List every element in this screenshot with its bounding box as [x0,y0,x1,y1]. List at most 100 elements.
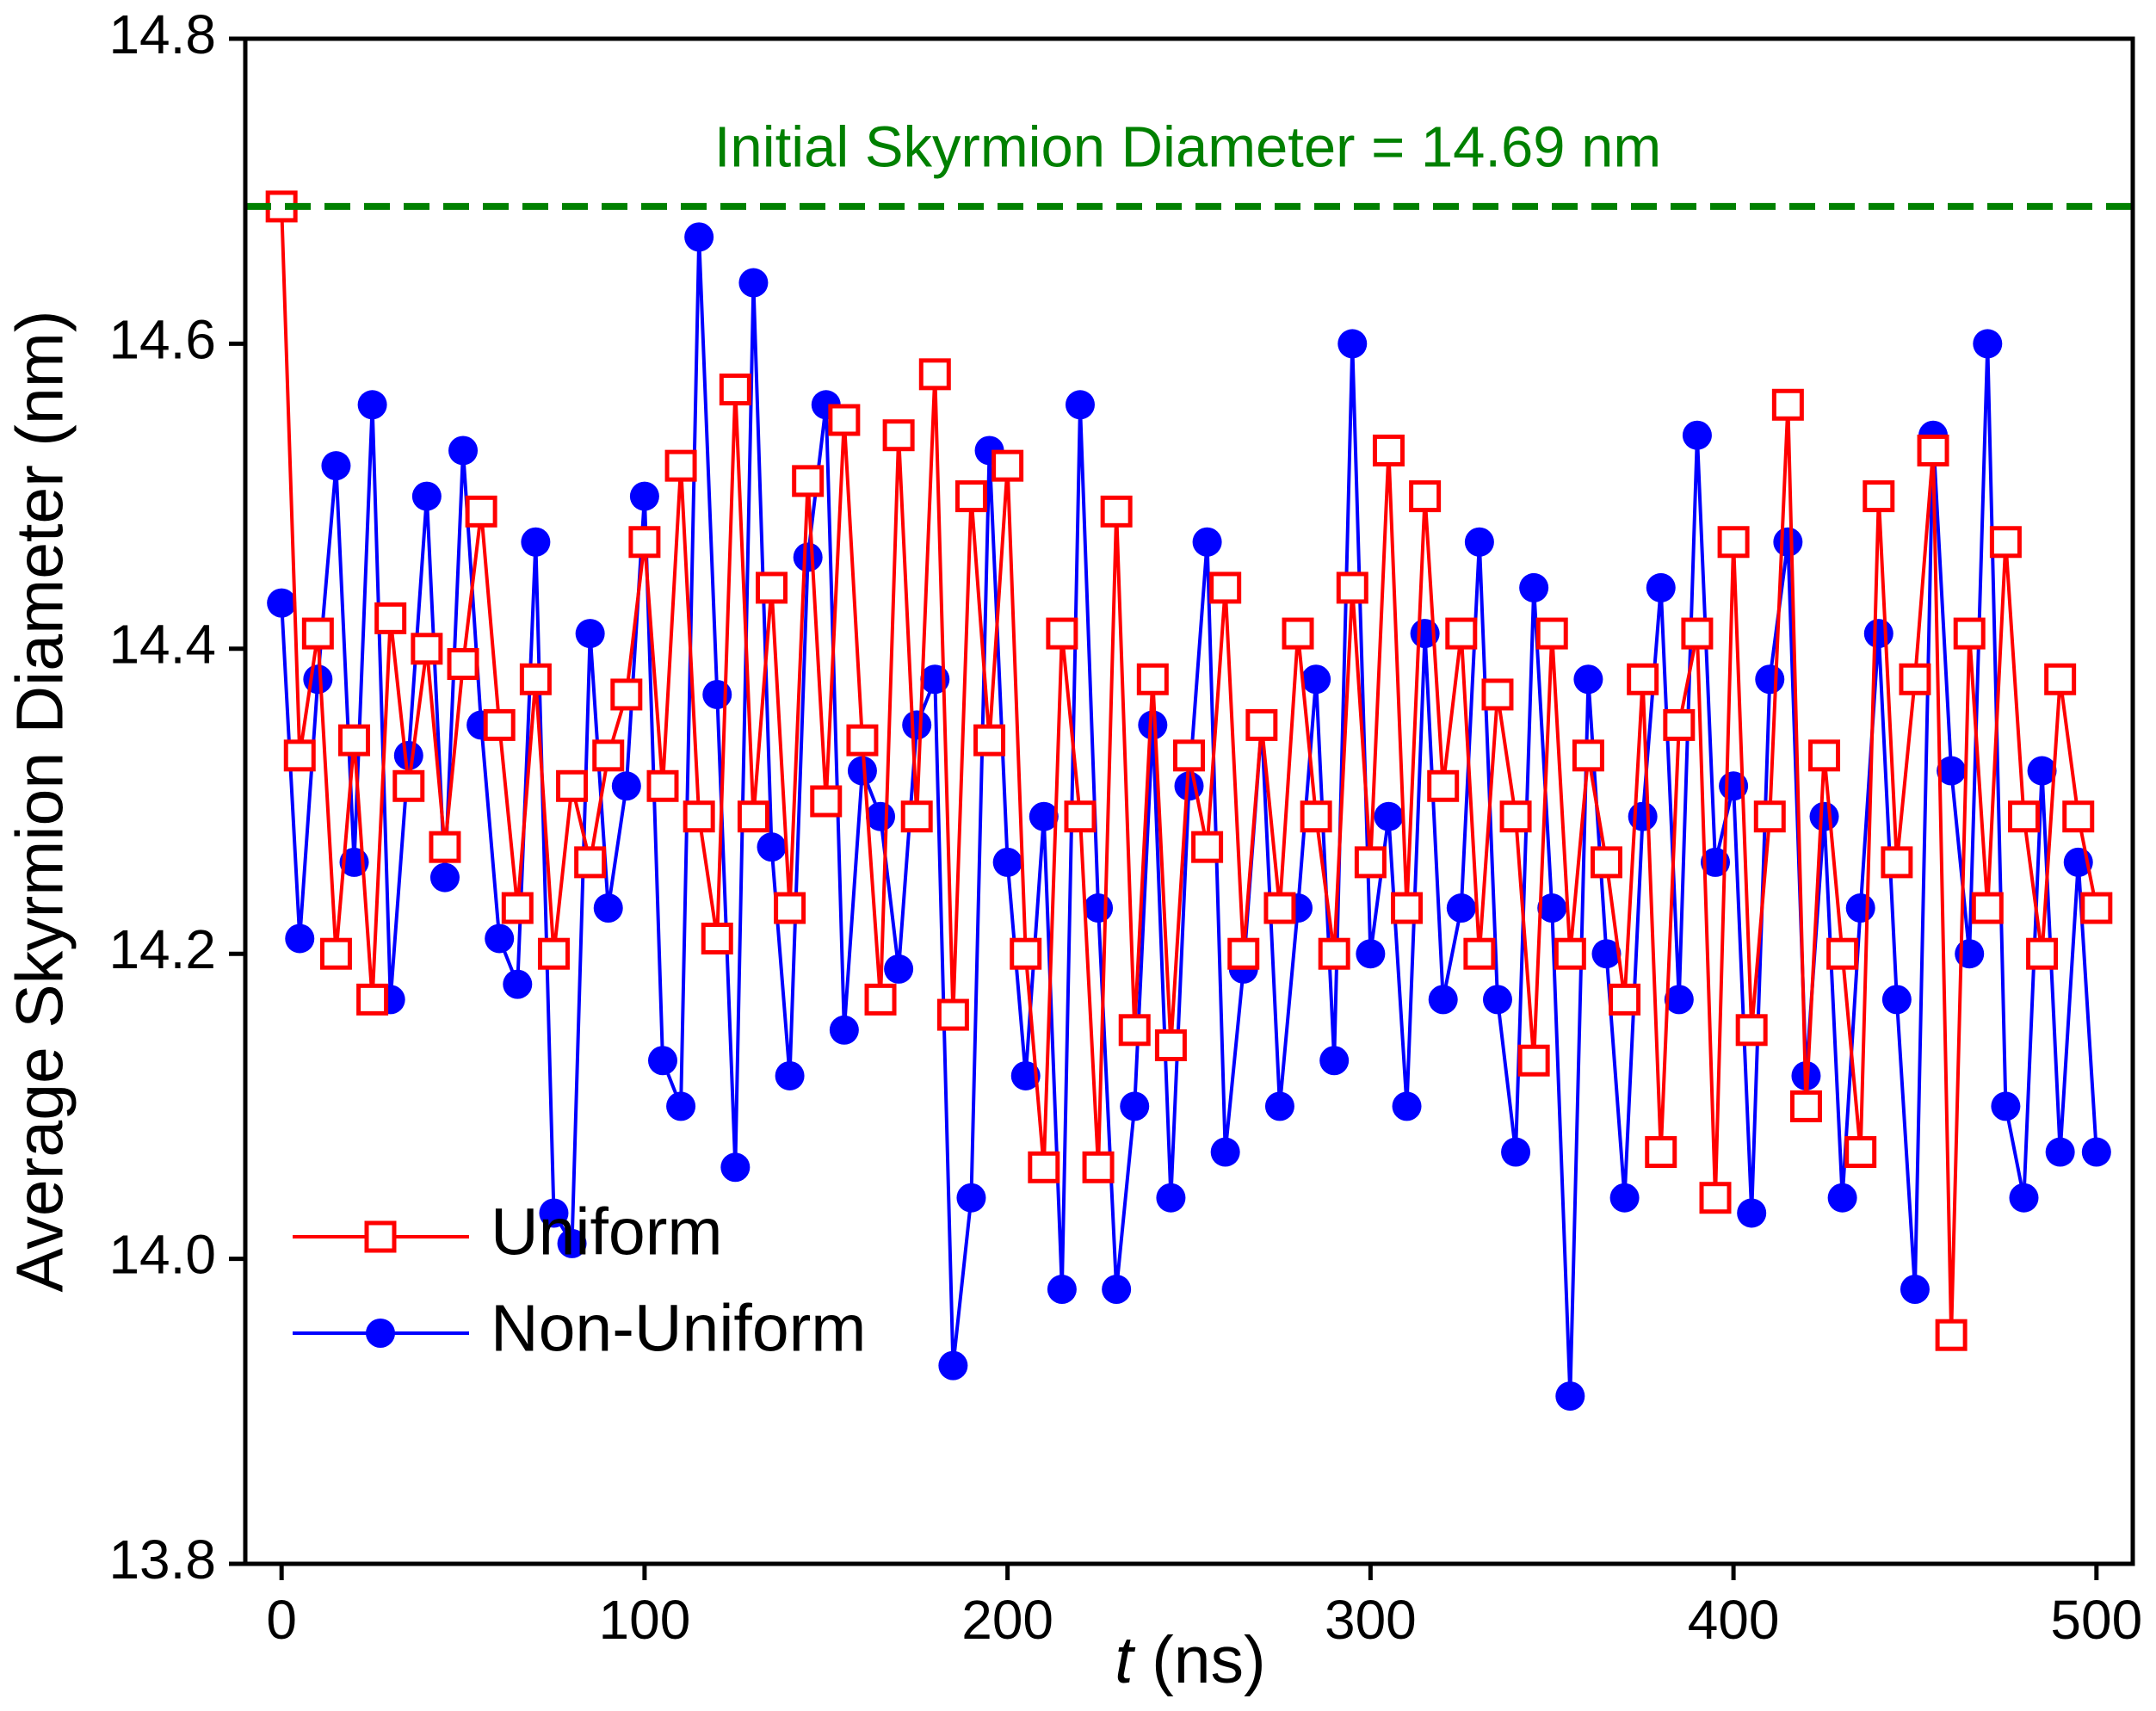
point [1591,939,1622,969]
y-tick-label: 14.4 [108,614,216,676]
legend-label: Non-Uniform [491,1291,866,1365]
plot-frame [243,36,2135,1566]
point [1191,831,1224,863]
point [1300,800,1332,833]
point [1554,937,1586,970]
point [775,1060,805,1090]
point [1771,388,1804,421]
point [1808,739,1841,772]
point [1427,769,1460,802]
x-tick-label: 500 [2050,1589,2142,1651]
point [1935,1319,1968,1351]
point [1192,527,1222,557]
point [1609,983,1641,1016]
point [301,617,334,650]
point [1463,937,1496,970]
point [319,937,352,970]
point [485,923,515,954]
point [448,435,479,466]
point [954,480,987,513]
point [610,678,643,711]
point [1755,664,1785,695]
point [936,998,969,1031]
point [1881,985,1912,1015]
annotation: Initial Skyrmion Diameter = 14.69 nm [714,115,1661,180]
point [501,892,534,924]
point [374,602,407,634]
point [556,769,589,802]
y-axis-label: Average Skyrmion Diameter (nm) [3,310,77,1292]
x-tick-label: 0 [266,1589,297,1651]
x-tick-label: 300 [1325,1589,1417,1651]
point [1863,480,1895,513]
point [1701,847,1731,877]
point [1264,1091,1294,1121]
x-tick-label: 100 [599,1589,691,1651]
point [1336,571,1368,604]
point [1245,708,1278,741]
point [1953,617,1986,650]
point [1263,892,1296,924]
point [1319,1046,1350,1076]
x-tick-label: 400 [1688,1589,1780,1651]
point [737,800,769,833]
point [1573,664,1603,695]
point [992,847,1022,877]
point [882,419,915,452]
point [1028,1151,1060,1183]
point [593,893,623,923]
point [1064,800,1097,833]
point [521,527,551,557]
point [393,740,423,770]
legend-marker [364,1220,397,1253]
point [1084,893,1114,923]
point [1973,329,2003,359]
point [1391,892,1424,924]
point [1699,1182,1732,1214]
point [684,222,714,252]
point [793,542,823,572]
point [429,862,460,893]
point [938,1350,968,1381]
point [1937,756,1967,786]
plot-area [265,190,2113,1411]
point [1010,937,1042,970]
point [429,831,461,863]
x-axis-label: t (ns) [1115,1623,1265,1697]
point [1664,985,1694,1015]
point [611,771,641,801]
point [1337,329,1368,359]
point [774,892,806,924]
point [2007,800,2040,833]
point [847,756,877,786]
point [503,969,533,999]
point [1737,1198,1767,1228]
point [757,832,787,862]
point [1354,846,1387,879]
point [1047,1275,1077,1305]
point [1356,939,1386,969]
point [575,619,605,649]
point [1628,801,1658,831]
point [357,390,387,420]
point [1917,434,1949,466]
point [411,633,443,665]
point [1627,663,1659,695]
point [1753,800,1786,833]
point [1446,893,1476,923]
point [1046,617,1078,650]
point [992,449,1024,482]
point [646,769,679,802]
point [1210,1137,1240,1167]
point [1863,619,1893,649]
point [537,937,570,970]
point [1481,678,1514,711]
point [1100,495,1133,528]
point [738,268,769,298]
point [1881,846,1913,879]
point [1555,1381,1585,1411]
point [683,800,715,833]
point [539,1198,569,1228]
point [956,1183,986,1213]
point [884,954,914,984]
